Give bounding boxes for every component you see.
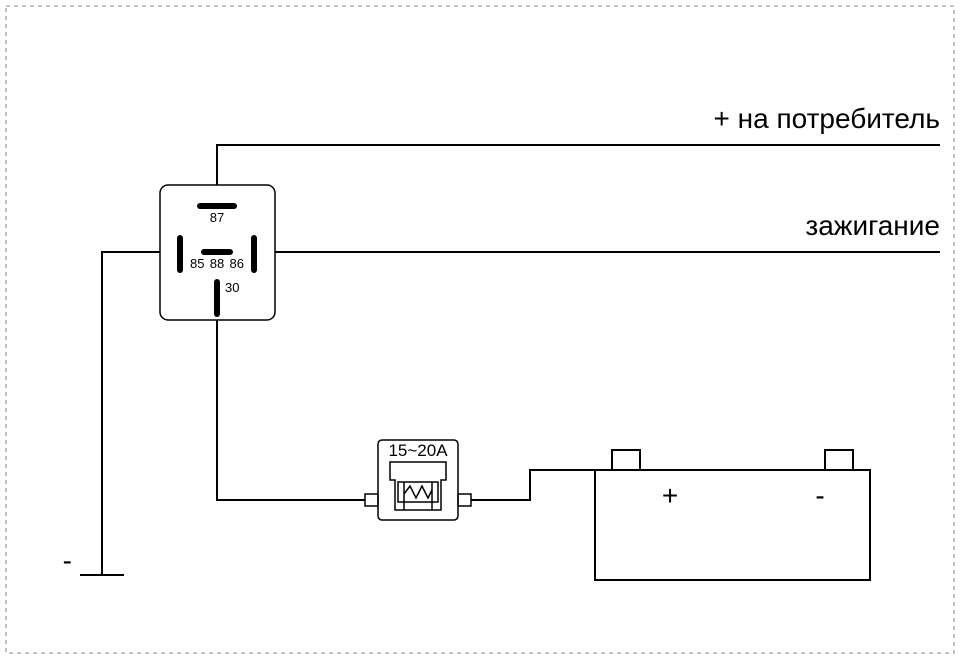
wire-fuse-to-battery — [471, 470, 625, 500]
ignition-label: зажигание — [805, 210, 940, 241]
wire-85-to-ground — [80, 252, 160, 575]
relay-pin-85-label: 85 — [190, 256, 204, 271]
fuse-icon — [390, 462, 446, 510]
relay: 87 88 85 86 30 — [160, 185, 275, 320]
battery-minus-label: - — [815, 480, 824, 511]
relay-pin-88-label: 88 — [210, 256, 224, 271]
relay-pin-30-label: 30 — [225, 280, 239, 295]
schematic-diagram: 87 88 85 86 30 + на потребитель зажигани… — [0, 0, 960, 659]
battery-plus-label: + — [662, 480, 678, 511]
wire-87-to-consumer — [217, 145, 940, 185]
consumer-label: + на потребитель — [714, 103, 940, 134]
battery: + - — [595, 450, 870, 580]
relay-pin-87-label: 87 — [210, 210, 224, 225]
relay-pin-86-label: 86 — [230, 256, 244, 271]
fuse-rating-label: 15~20A — [388, 441, 448, 460]
fuse-holder: 15~20A — [365, 440, 471, 520]
ground-label: - — [63, 545, 72, 576]
wire-30-to-fuse — [217, 320, 365, 500]
